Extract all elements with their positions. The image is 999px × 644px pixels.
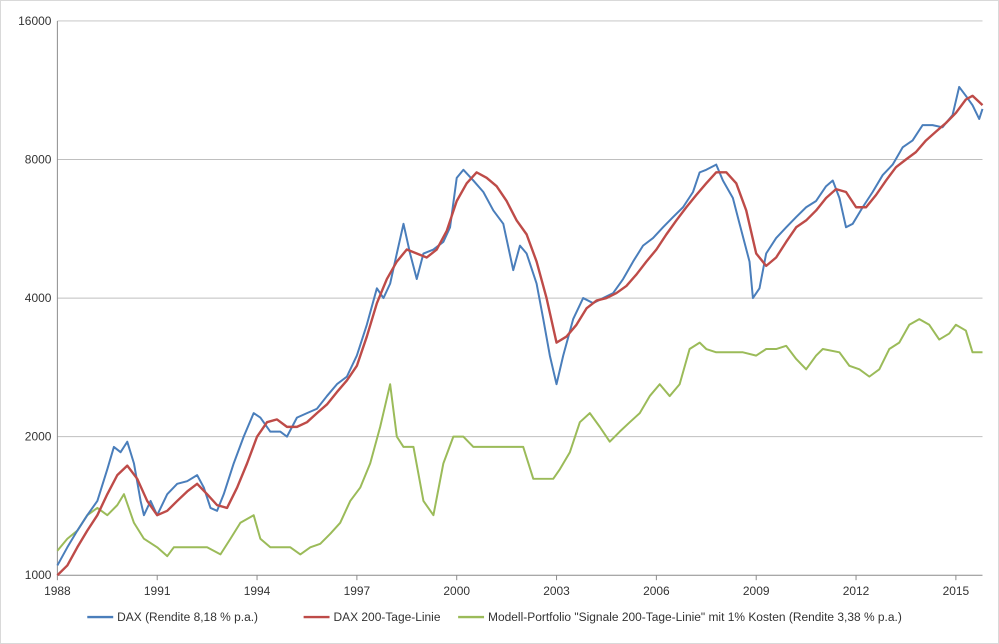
y-tick-label: 1000 bbox=[25, 568, 52, 582]
x-tick-label: 2000 bbox=[443, 584, 470, 598]
series-line-2 bbox=[56, 94, 984, 577]
x-tick-label: 1988 bbox=[44, 584, 71, 598]
series-line-3 bbox=[56, 318, 983, 558]
x-tick-label: 1991 bbox=[144, 584, 171, 598]
y-tick-label: 2000 bbox=[25, 430, 52, 444]
y-tick-label: 4000 bbox=[25, 291, 52, 305]
legend-label: DAX (Rendite 8,18 % p.a.) bbox=[117, 610, 258, 624]
gridlines bbox=[57, 20, 983, 438]
y-tick-label: 16000 bbox=[18, 14, 52, 28]
legend-label: DAX 200-Tage-Linie bbox=[334, 610, 441, 624]
x-tick-label: 2009 bbox=[743, 584, 770, 598]
x-tick-label: 2006 bbox=[643, 584, 670, 598]
series-lines bbox=[56, 85, 984, 577]
legend: DAX (Rendite 8,18 % p.a.) DAX 200-Tage-Li… bbox=[87, 610, 902, 624]
x-axis-tick-labels: 1988 1991 1994 1997 2000 2003 2006 2009 2012 2015 bbox=[44, 584, 969, 598]
x-tick-label: 1994 bbox=[244, 584, 271, 598]
axes bbox=[56, 20, 983, 581]
x-tick-label: 2012 bbox=[843, 584, 870, 598]
x-tick-label: 2015 bbox=[943, 584, 970, 598]
x-tick-label: 1997 bbox=[344, 584, 371, 598]
legend-label: Modell-Portfolio "Signale 200-Tage-Linie… bbox=[488, 610, 902, 624]
y-axis-tick-labels: 1000 2000 4000 8000 16000 bbox=[18, 14, 52, 582]
x-tick-label: 2003 bbox=[543, 584, 570, 598]
y-tick-label: 8000 bbox=[25, 152, 52, 166]
series-line-1 bbox=[56, 85, 984, 566]
